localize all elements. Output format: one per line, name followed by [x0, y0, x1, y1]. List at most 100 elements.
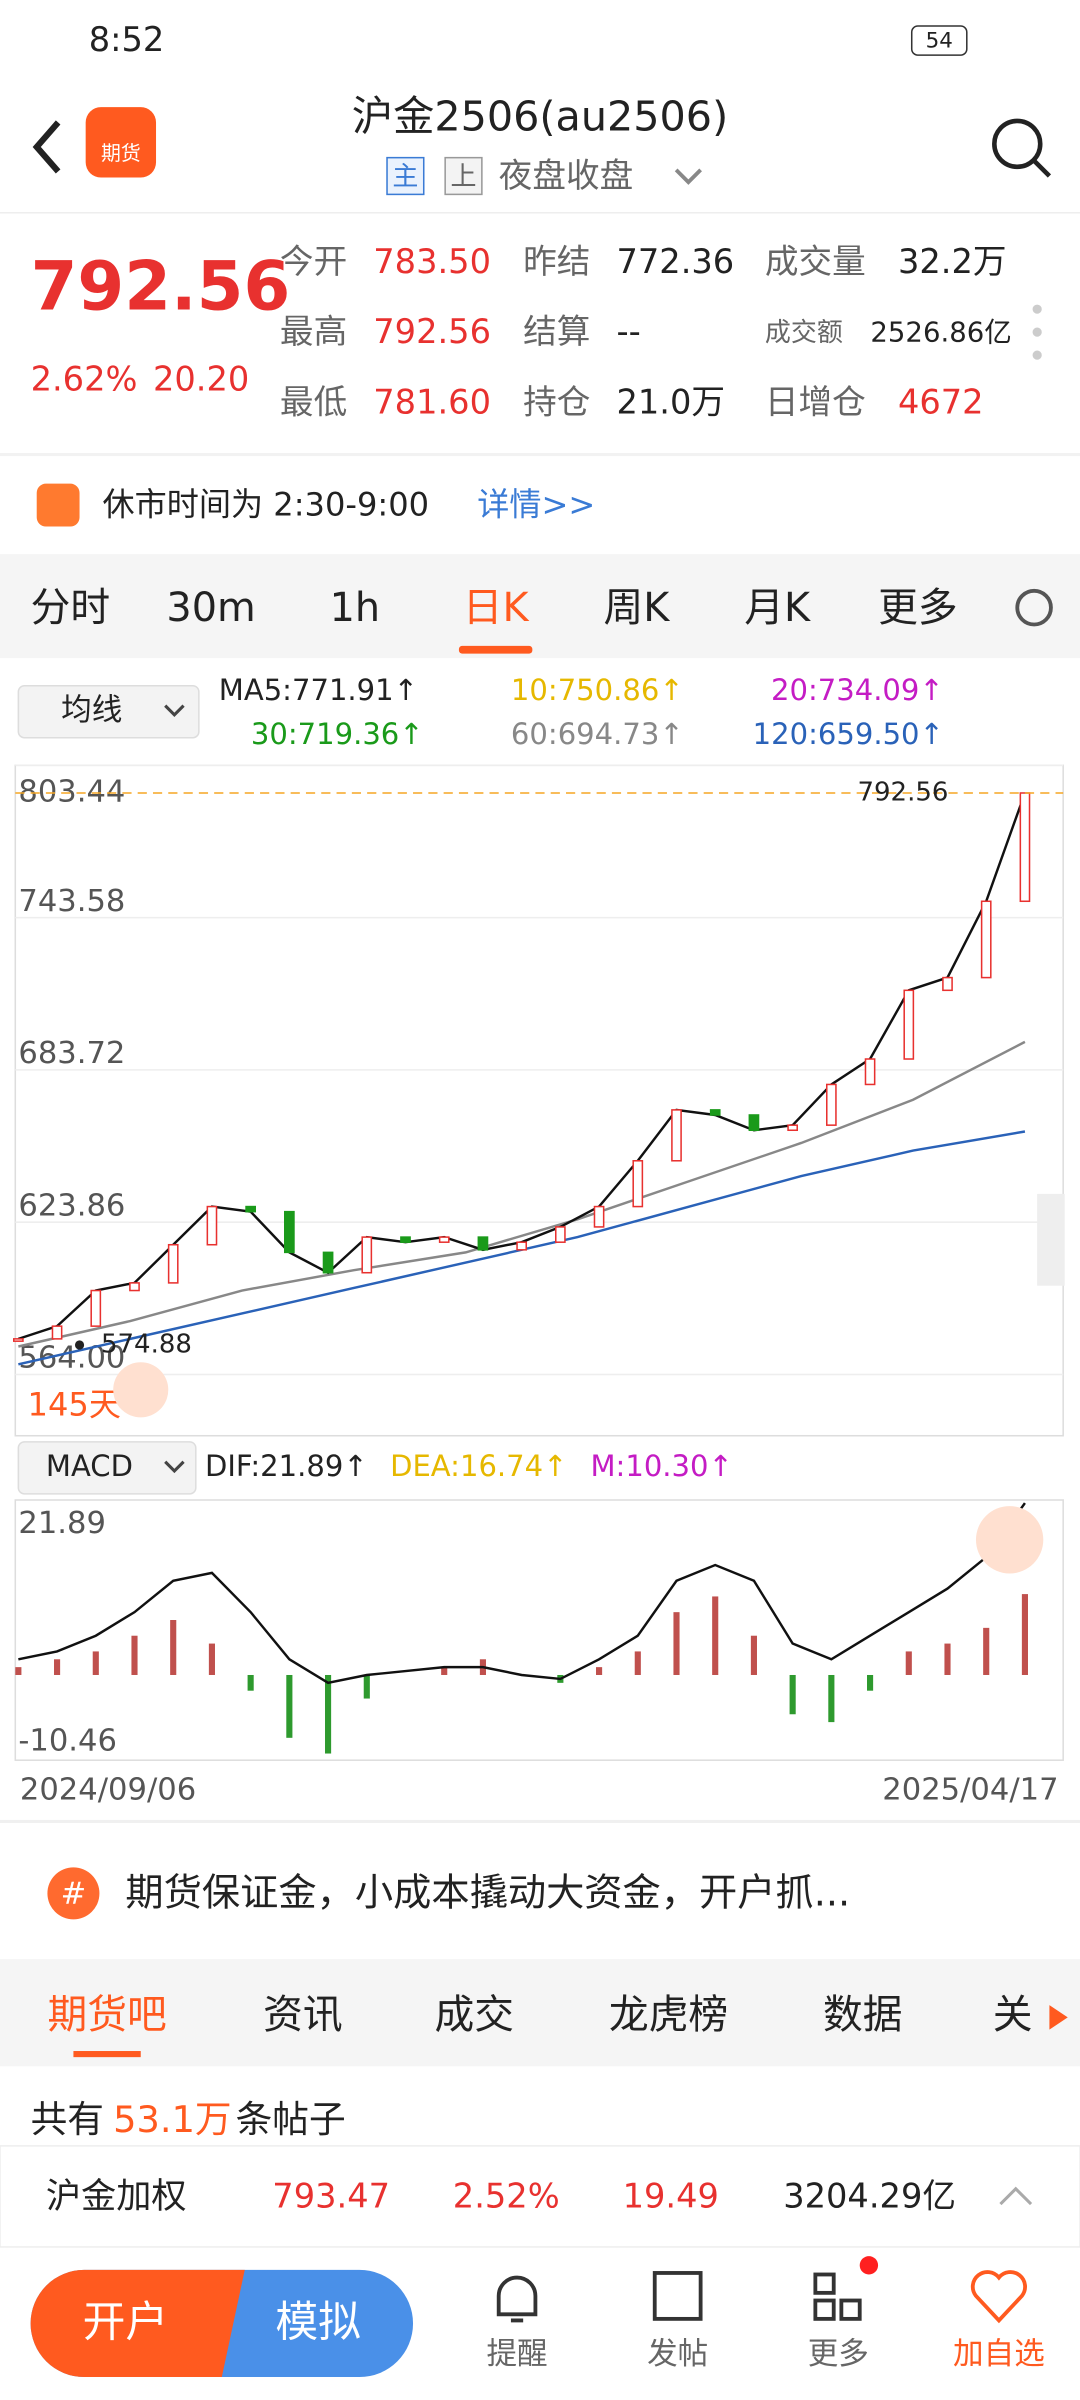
candle — [632, 1160, 644, 1208]
candle — [516, 1241, 527, 1251]
candle — [942, 976, 953, 992]
candle — [826, 1083, 837, 1126]
nav-tab[interactable]: 资讯 — [263, 1992, 343, 2038]
change-pct: 2.62% — [31, 360, 138, 399]
field-value: 32.2万 — [898, 242, 1007, 281]
more-dot — [1032, 304, 1042, 314]
ad-text[interactable]: 期货保证金，小成本撬动大资金，开户抓... — [125, 1870, 850, 1915]
bottom-icon-label[interactable]: 加自选 — [953, 2337, 1045, 2372]
field-label: 昨结 — [523, 242, 590, 281]
notice-text: 休市时间为 2:30-9:00 — [102, 486, 429, 524]
period-tab[interactable]: 周K — [603, 585, 670, 631]
field-value: 4672 — [898, 383, 984, 422]
field-label: 今开 — [280, 242, 347, 281]
candle — [980, 900, 992, 979]
settings-icon[interactable] — [1015, 588, 1053, 627]
period-tab[interactable]: 30m — [166, 585, 255, 631]
field-value: 2526.86亿 — [870, 317, 1011, 349]
macd-tick-label: 21.89 — [18, 1506, 106, 1541]
candle — [90, 1289, 102, 1327]
macd-bar — [247, 1674, 254, 1691]
notice-icon — [36, 483, 80, 527]
ad-icon — [47, 1867, 100, 1920]
bq-price: 793.47 — [272, 2176, 390, 2215]
ma-legend: 30:719.36↑ — [251, 717, 424, 751]
scroll-arrow[interactable] — [1049, 2005, 1068, 2030]
macd-selector[interactable] — [17, 1441, 197, 1495]
dropdown-arrow — [674, 168, 702, 185]
ma-selector-label: 均线 — [61, 693, 122, 728]
macd-bar — [131, 1635, 138, 1675]
back-button[interactable] — [32, 120, 61, 174]
badge — [859, 2256, 879, 2275]
candle — [206, 1205, 218, 1246]
fullscreen-button[interactable] — [975, 1506, 1044, 1574]
field-label: 成交量 — [765, 242, 866, 281]
low-label: 574.88 — [101, 1329, 192, 1359]
macd-bar — [634, 1651, 641, 1675]
battery-level: 54 — [926, 28, 953, 53]
macd-legend: DIF:21.89↑ — [205, 1449, 368, 1483]
ma-legend: 20:734.09↑ — [771, 673, 944, 707]
bottom-quote-bar — [0, 2145, 1080, 2248]
field-value: 781.60 — [373, 383, 491, 422]
candle — [284, 1210, 295, 1254]
macd-legend: M:10.30↑ — [590, 1449, 732, 1483]
candle — [787, 1124, 798, 1132]
change: 20.20 — [153, 360, 249, 399]
nav-tab[interactable]: 龙虎榜 — [609, 1992, 728, 2038]
bottom-icon-label[interactable]: 发帖 — [647, 2337, 708, 2372]
nav-tab[interactable]: 成交 — [434, 1992, 514, 2038]
period-tab[interactable]: 月K — [744, 585, 811, 631]
y-tick-label: 623.86 — [18, 1188, 125, 1223]
candle — [748, 1114, 760, 1132]
nav-bar — [0, 1959, 1080, 2067]
period-tab[interactable]: 1h — [330, 585, 381, 631]
macd-bar — [789, 1674, 796, 1715]
session[interactable]: 夜盘收盘 — [499, 156, 634, 195]
nav-tab[interactable]: 关 — [993, 1992, 1033, 2038]
period-tab[interactable]: 更多 — [878, 585, 958, 631]
candle — [167, 1243, 179, 1284]
ma-selector[interactable] — [17, 684, 200, 739]
bell-icon — [496, 2275, 538, 2323]
macd-bar — [673, 1612, 680, 1675]
period-tab[interactable]: 分时 — [31, 585, 111, 631]
search-icon[interactable] — [992, 118, 1043, 170]
candle — [709, 1109, 721, 1116]
open-button[interactable] — [30, 2269, 245, 2378]
bottom-icon-label[interactable]: 更多 — [808, 2337, 869, 2372]
period-tab[interactable]: 日K — [463, 585, 530, 631]
demo-label: 模拟 — [275, 2297, 361, 2347]
macd-bar — [596, 1667, 603, 1675]
field-value: 21.0万 — [616, 383, 725, 422]
candle — [400, 1236, 411, 1243]
field-value: 792.56 — [373, 312, 491, 351]
period-tabs: 分时 30m 1h 日K 周K 月K 更多 — [31, 585, 958, 654]
heart-icon — [970, 2270, 1027, 2324]
open-label: 开户 — [83, 2297, 169, 2347]
notice-link[interactable]: 详情>> — [477, 486, 595, 524]
macd-bar — [828, 1674, 835, 1723]
candle — [593, 1205, 605, 1228]
bq-amount: 3204.29亿 — [783, 2176, 956, 2215]
field-label: 日增仓 — [765, 383, 866, 422]
bottom-icon-label[interactable]: 提醒 — [486, 2337, 547, 2372]
tab-indicator — [458, 645, 533, 654]
expand-button[interactable] — [113, 1362, 169, 1418]
nav-tab[interactable]: 数据 — [823, 1992, 903, 2038]
x-label: 2025/04/17 — [882, 1772, 1058, 1807]
logo-text: 期货 — [101, 142, 141, 165]
nav-tab[interactable]: 期货吧 — [47, 1992, 166, 2038]
y-tick-label: 683.72 — [18, 1036, 125, 1071]
macd-bar — [325, 1674, 332, 1754]
last-price-label: 792.56 — [857, 777, 948, 807]
nav-tabs: 期货吧 资讯 成交 龙虎榜 数据 关 — [47, 1992, 1033, 2058]
tab-bar — [0, 554, 1080, 659]
dropdown-arrow — [164, 1460, 185, 1474]
macd-legend: DEA:16.74↑ — [390, 1449, 567, 1483]
side-handle[interactable] — [1037, 1193, 1065, 1286]
divider — [0, 453, 1080, 457]
collapse-arrow[interactable] — [999, 2186, 1033, 2206]
